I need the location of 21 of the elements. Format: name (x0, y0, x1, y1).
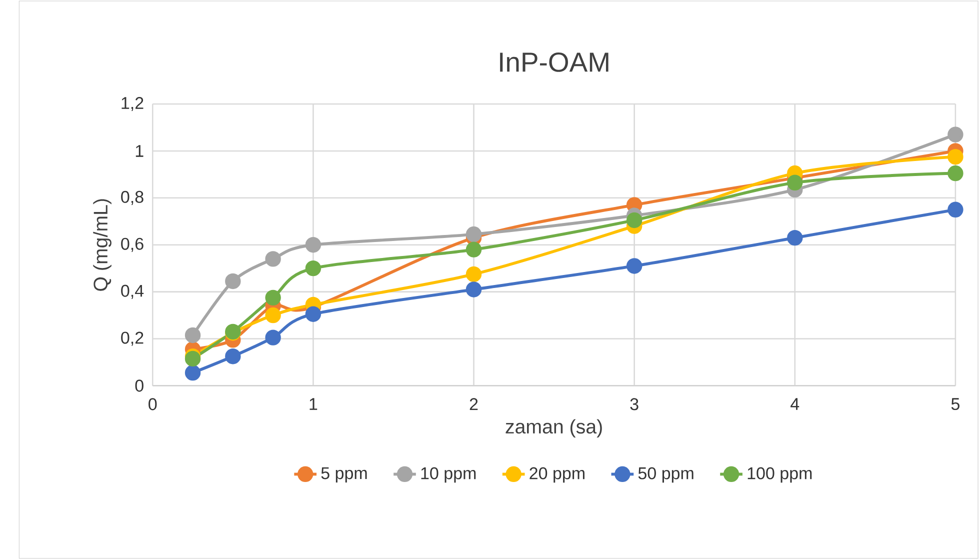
x-tick-label: 5 (951, 398, 960, 410)
x-tick-label: 3 (630, 398, 638, 410)
y-tick-label: 0,6 (121, 238, 144, 252)
y-tick-label: 1,2 (122, 96, 144, 111)
y-axis-title: Q (mg/mL) (93, 199, 112, 291)
legend-label: 5 ppm (321, 467, 367, 482)
x-tick-label: 0 (148, 398, 157, 410)
y-tick-label: 0 (135, 379, 144, 392)
legend-label: 20 ppm (530, 467, 584, 482)
legend-label: 100 ppm (748, 467, 812, 482)
x-tick-label: 1 (310, 398, 318, 410)
y-tick-label: 1 (136, 144, 144, 157)
x-axis-title: zaman (sa) (506, 418, 602, 438)
y-tick-label: 0,4 (121, 284, 144, 299)
x-tick-label: 4 (790, 398, 800, 410)
chart-title: InP-OAM (500, 52, 608, 72)
y-tick-label: 0,2 (121, 332, 144, 346)
legend-label: 10 ppm (421, 467, 476, 482)
x-tick-label: 2 (470, 398, 478, 410)
legend-label: 50 ppm (638, 467, 694, 482)
y-tick-label: 0,8 (121, 190, 144, 205)
